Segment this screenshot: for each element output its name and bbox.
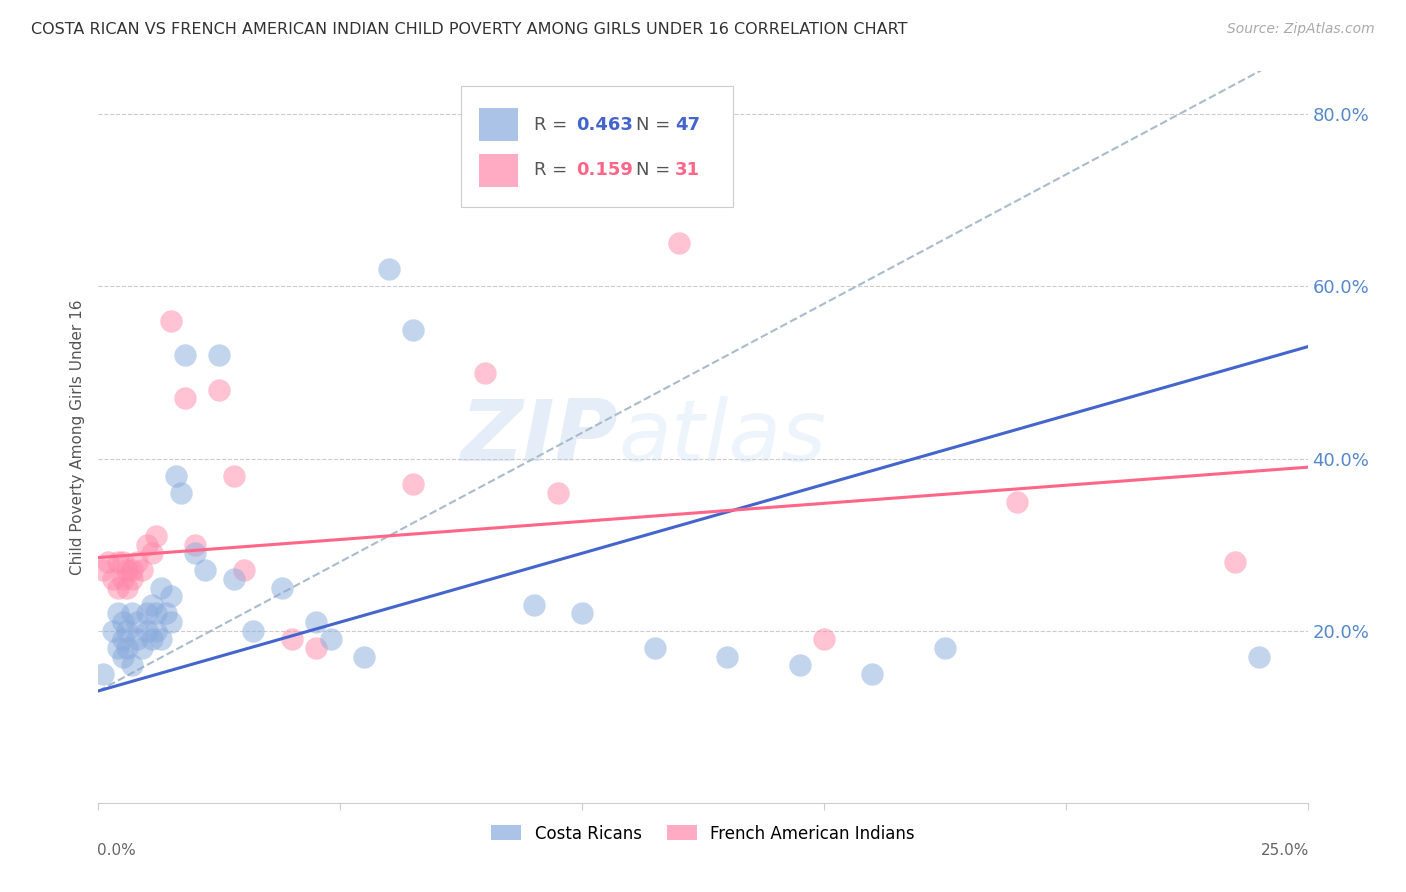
- Point: [1007, 494, 1029, 508]
- Point: [160, 589, 183, 603]
- Point: [160, 615, 183, 629]
- Point: [117, 564, 139, 578]
- Point: [281, 632, 304, 647]
- Point: [107, 581, 129, 595]
- Point: [111, 632, 134, 647]
- Point: [1249, 649, 1271, 664]
- Point: [222, 572, 245, 586]
- Point: [145, 607, 167, 621]
- Point: [377, 262, 399, 277]
- Point: [131, 564, 153, 578]
- Point: [135, 538, 157, 552]
- Point: [107, 555, 129, 569]
- Point: [101, 572, 124, 586]
- Text: ZIP: ZIP: [461, 395, 619, 479]
- Point: [160, 314, 183, 328]
- Point: [121, 607, 143, 621]
- Point: [121, 564, 143, 578]
- Text: 31: 31: [675, 161, 700, 179]
- Point: [232, 564, 254, 578]
- Point: [135, 607, 157, 621]
- Point: [107, 607, 129, 621]
- Point: [402, 322, 425, 336]
- Point: [111, 615, 134, 629]
- Point: [305, 640, 328, 655]
- Point: [111, 649, 134, 664]
- Point: [716, 649, 738, 664]
- Point: [208, 383, 231, 397]
- Point: [127, 615, 149, 629]
- Point: [184, 546, 207, 560]
- Text: Source: ZipAtlas.com: Source: ZipAtlas.com: [1227, 22, 1375, 37]
- Point: [121, 658, 143, 673]
- Point: [91, 564, 114, 578]
- FancyBboxPatch shape: [461, 86, 734, 207]
- Point: [934, 640, 956, 655]
- Y-axis label: Child Poverty Among Girls Under 16: Child Poverty Among Girls Under 16: [69, 300, 84, 574]
- Point: [1223, 555, 1246, 569]
- Point: [150, 581, 173, 595]
- Point: [117, 624, 139, 638]
- Point: [91, 666, 114, 681]
- Point: [145, 529, 167, 543]
- Point: [305, 615, 328, 629]
- Legend: Costa Ricans, French American Indians: Costa Ricans, French American Indians: [485, 818, 921, 849]
- Point: [271, 581, 294, 595]
- Point: [111, 555, 134, 569]
- Point: [141, 598, 163, 612]
- Point: [353, 649, 375, 664]
- Point: [117, 581, 139, 595]
- Point: [644, 640, 666, 655]
- Point: [117, 640, 139, 655]
- Point: [474, 366, 496, 380]
- Point: [174, 348, 197, 362]
- Point: [127, 632, 149, 647]
- Point: [208, 348, 231, 362]
- Text: R =: R =: [534, 116, 572, 134]
- Point: [141, 632, 163, 647]
- Text: 25.0%: 25.0%: [1260, 843, 1309, 858]
- Text: 0.0%: 0.0%: [97, 843, 136, 858]
- Text: 47: 47: [675, 116, 700, 134]
- Text: atlas: atlas: [619, 395, 827, 479]
- Point: [107, 640, 129, 655]
- Point: [155, 607, 177, 621]
- Point: [101, 624, 124, 638]
- Point: [145, 624, 167, 638]
- Point: [141, 546, 163, 560]
- Text: 0.159: 0.159: [576, 161, 633, 179]
- Point: [184, 538, 207, 552]
- Point: [121, 572, 143, 586]
- Point: [813, 632, 835, 647]
- Point: [111, 572, 134, 586]
- Point: [402, 477, 425, 491]
- Point: [523, 598, 546, 612]
- Text: R =: R =: [534, 161, 572, 179]
- Point: [860, 666, 883, 681]
- Point: [169, 486, 191, 500]
- Bar: [479, 153, 517, 186]
- Point: [174, 392, 197, 406]
- Text: N =: N =: [637, 116, 676, 134]
- Point: [97, 555, 120, 569]
- Text: N =: N =: [637, 161, 676, 179]
- Text: COSTA RICAN VS FRENCH AMERICAN INDIAN CHILD POVERTY AMONG GIRLS UNDER 16 CORRELA: COSTA RICAN VS FRENCH AMERICAN INDIAN CH…: [31, 22, 907, 37]
- Point: [194, 564, 217, 578]
- Bar: [479, 108, 517, 141]
- Text: 0.463: 0.463: [576, 116, 633, 134]
- Point: [127, 555, 149, 569]
- Point: [135, 624, 157, 638]
- Point: [789, 658, 811, 673]
- Point: [668, 236, 690, 251]
- Point: [571, 607, 593, 621]
- Point: [131, 640, 153, 655]
- Point: [150, 632, 173, 647]
- Point: [242, 624, 264, 638]
- Point: [547, 486, 569, 500]
- Point: [319, 632, 342, 647]
- Point: [165, 468, 187, 483]
- Point: [222, 468, 245, 483]
